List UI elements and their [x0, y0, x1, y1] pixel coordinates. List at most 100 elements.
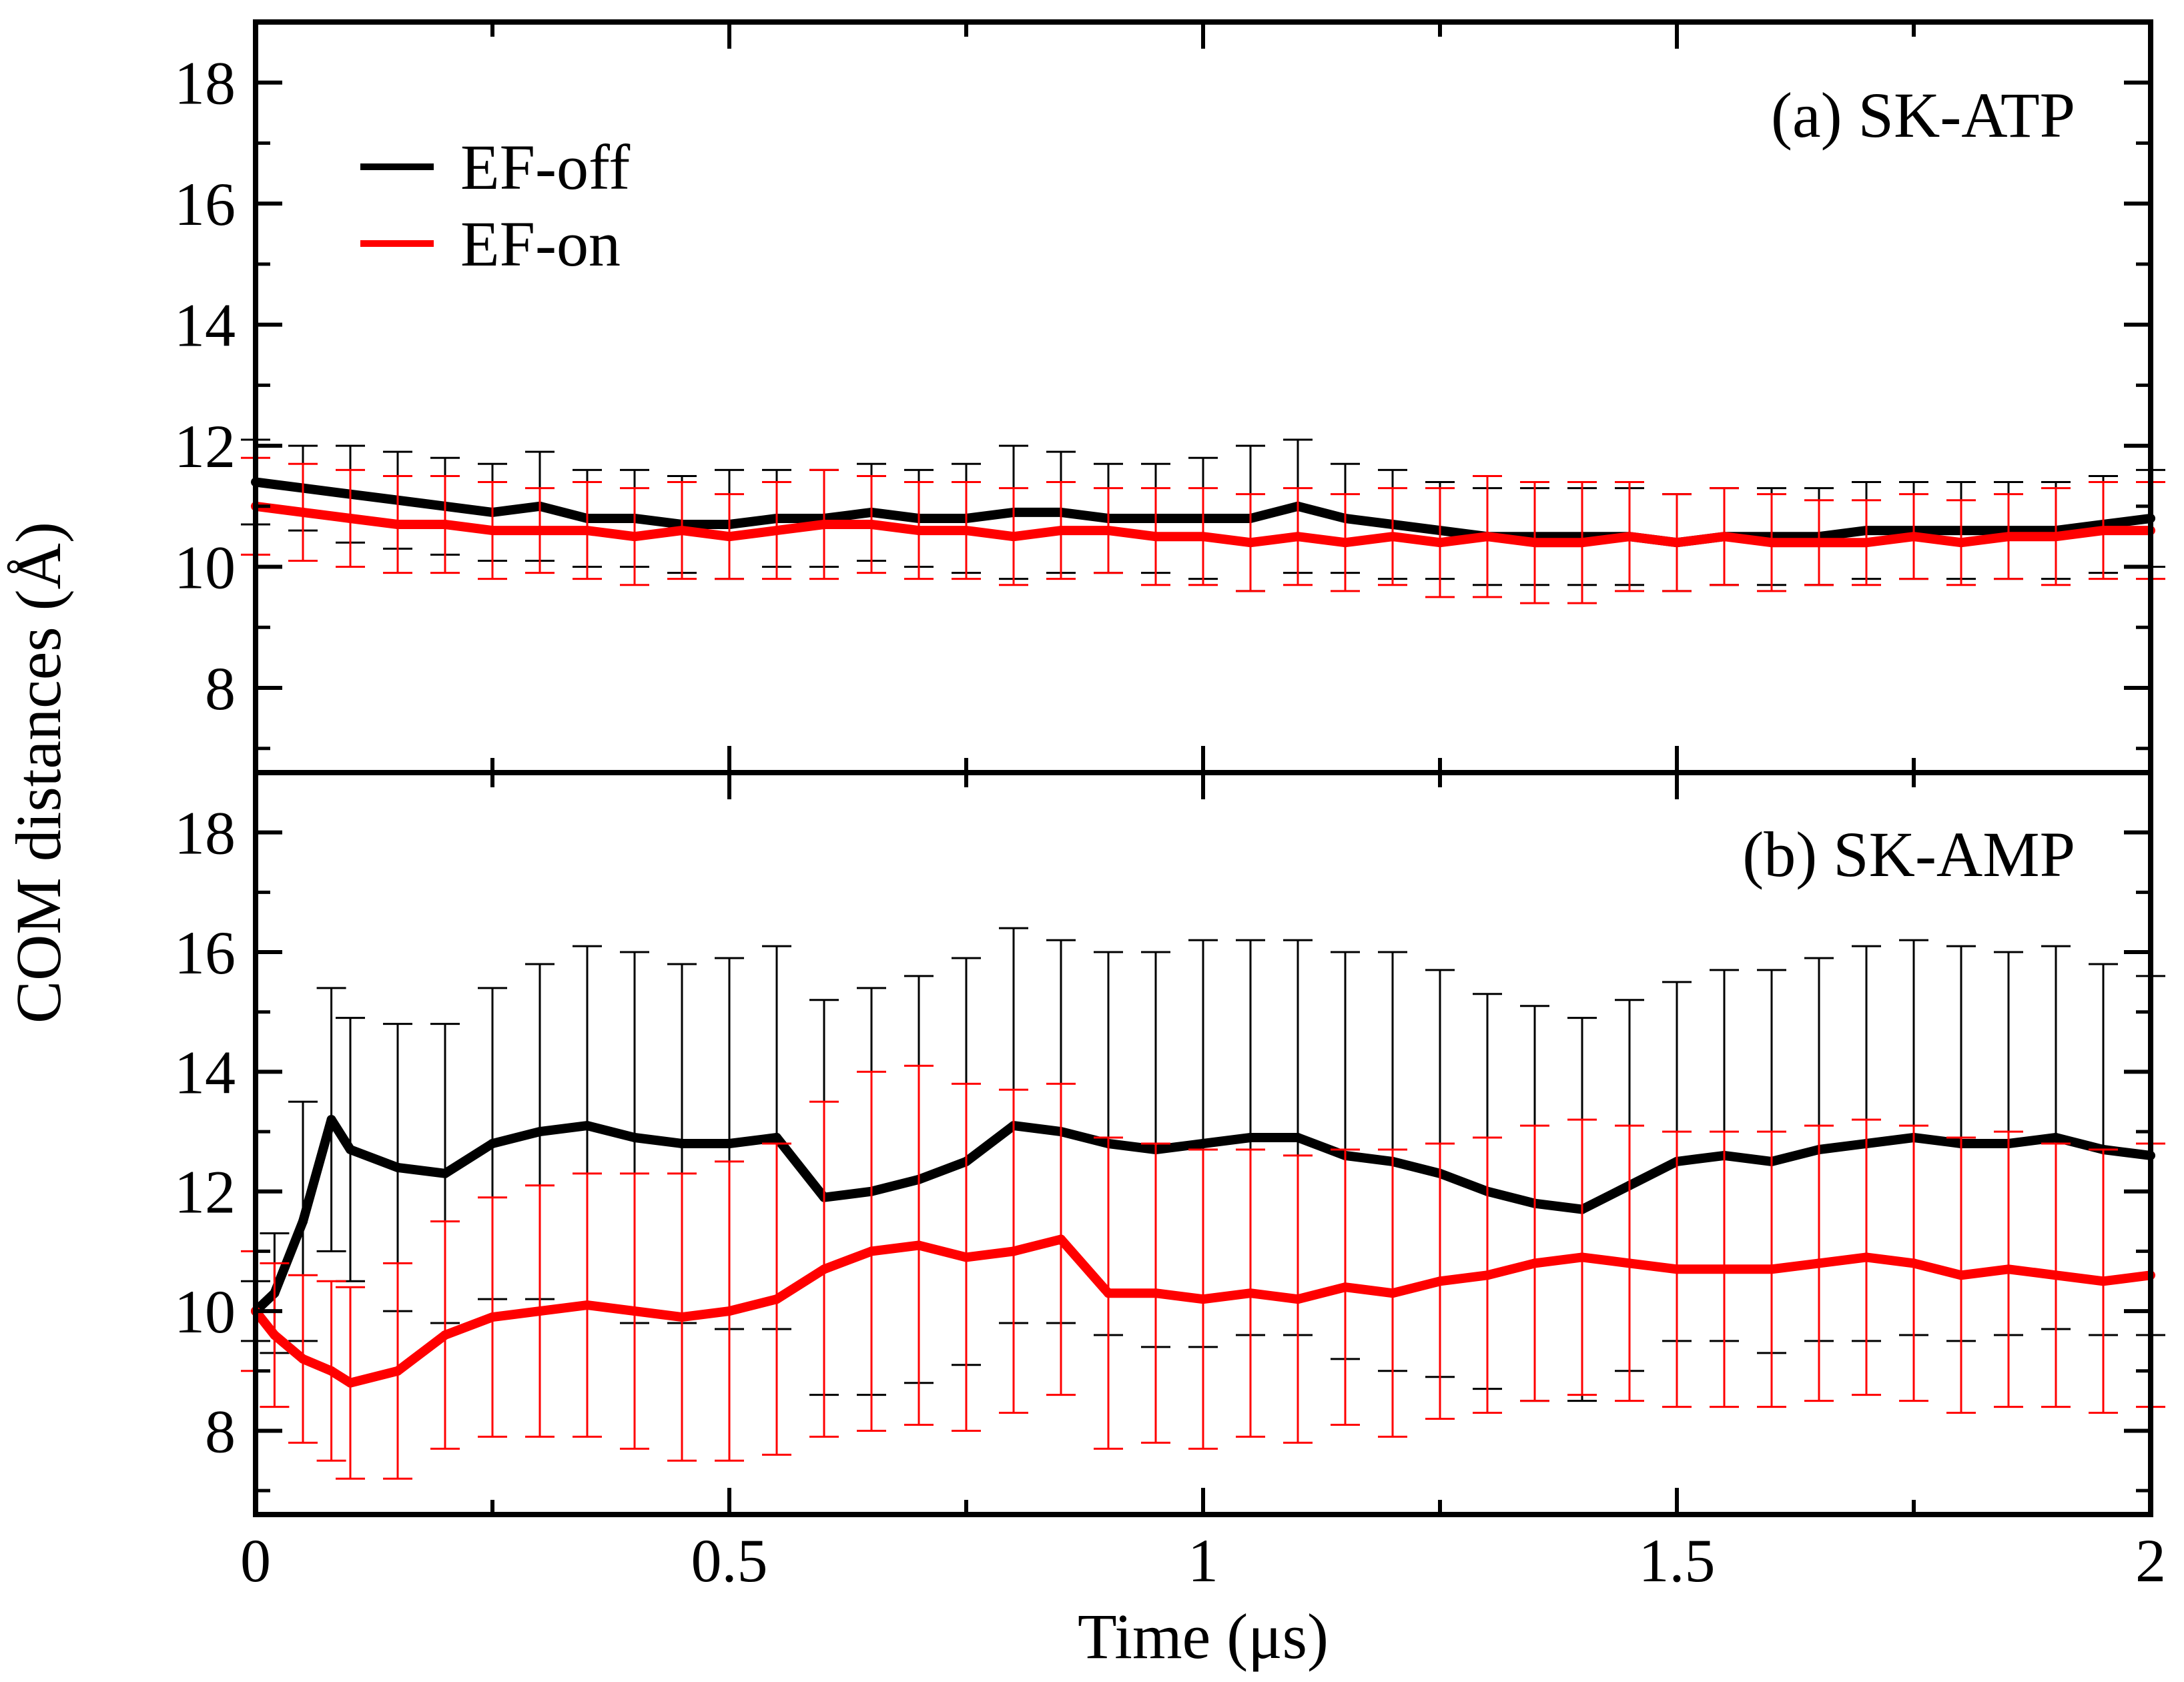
- panel-b-ytick-label-14: 14: [174, 1038, 236, 1106]
- x-axis-label: Time (μs): [1078, 1601, 1329, 1672]
- x-tick-label-1.5: 1.5: [1639, 1527, 1716, 1595]
- panel-a-ef-on-point: [298, 507, 308, 517]
- panel-b-ef-on-point: [1151, 1288, 1160, 1298]
- panel-a-ef-on-point: [393, 520, 402, 530]
- panel-a-ytick-label-10: 10: [174, 534, 236, 602]
- panel-b-ef-on-point: [298, 1354, 308, 1364]
- panel-a-ef-on-point: [1483, 532, 1492, 542]
- panel-a-ef-on-point: [867, 520, 876, 530]
- panel-a-ef-on-point: [1767, 538, 1776, 548]
- panel-b-ef-on-point: [1767, 1264, 1776, 1274]
- panel-b-ef-on-point: [2051, 1270, 2061, 1280]
- panel-a: 8 10 12 14 16 18 (a) SK-ATP EF-off EF-on: [174, 19, 2165, 775]
- panel-a-ef-on-point: [914, 526, 924, 536]
- panel-b-ef-on-point: [1956, 1270, 1966, 1280]
- panel-a-ef-on-point: [346, 513, 355, 523]
- panel-b-ef-on-point: [1862, 1252, 1871, 1262]
- panel-a-ef-on-point: [535, 526, 544, 536]
- panel-a-ef-on-point: [1246, 538, 1255, 548]
- panel-b-ef-off-point: [488, 1139, 497, 1148]
- panel-b-ef-on-point: [1009, 1246, 1018, 1256]
- panel-b-ef-off-point: [630, 1133, 639, 1143]
- panel-a-ef-on-point: [1151, 532, 1160, 542]
- panel-a-ef-on-point: [2051, 532, 2061, 542]
- panel-b-ef-off-point: [2051, 1133, 2061, 1143]
- panel-b-ef-on-group: [241, 1064, 2165, 1480]
- panel-a-ytick-label-8: 8: [205, 655, 236, 723]
- x-tick-label-0: 0: [240, 1527, 271, 1595]
- panel-a-ytick-label-12: 12: [174, 412, 236, 480]
- panel-a-ef-on-point: [1530, 538, 1539, 548]
- panel-b-ef-off-point: [298, 1216, 308, 1226]
- panel-b-ef-off-point: [326, 1115, 336, 1125]
- panel-b-label: (b) SK-AMP: [1742, 819, 2075, 890]
- panel-b-ef-on-point: [1104, 1288, 1113, 1298]
- panel-b-ef-on-point: [1388, 1288, 1397, 1298]
- panel-b-ef-on-point: [1720, 1264, 1729, 1274]
- panel-b-ef-on-point: [2004, 1264, 2013, 1274]
- panel-b-ef-on-point: [1435, 1276, 1445, 1286]
- panel-b-ef-on-point: [1814, 1258, 1824, 1268]
- panel-b-ef-on-point: [1625, 1258, 1634, 1268]
- y-axis-label: COM distances (Å): [3, 522, 74, 1023]
- panel-b-ef-off-point: [583, 1121, 592, 1131]
- panel-b-ef-on-point: [914, 1240, 924, 1250]
- panel-a-ytick-label-18: 18: [174, 49, 236, 117]
- panel-a-ef-on-point: [1862, 538, 1871, 548]
- legend: EF-off EF-on: [360, 131, 630, 280]
- panel-a-ef-on-point: [1577, 538, 1587, 548]
- panel-b-ef-on-point: [440, 1330, 450, 1340]
- panel-a-ef-on-point: [1909, 532, 1918, 542]
- panel-a-ef-on-point: [440, 520, 450, 530]
- panel-a-ef-on-point: [2099, 526, 2108, 536]
- panel-b-ef-on-point: [326, 1366, 336, 1376]
- panel-b-ef-off-point: [677, 1139, 687, 1148]
- x-axis-ticks: 0 0.5 1 1.5 2: [240, 1527, 2166, 1595]
- panel-b-ytick-label-18: 18: [174, 799, 236, 867]
- panel-b-ef-on-point: [270, 1330, 280, 1340]
- panel-a-ef-on-point: [1104, 526, 1113, 536]
- panel-b-ef-on-point: [725, 1306, 734, 1316]
- panel-b-ef-off-point: [393, 1162, 402, 1172]
- panel-b-ef-on-point: [1530, 1258, 1539, 1268]
- panel-a-ef-on-point: [1672, 538, 1682, 548]
- panel-b-ef-off-point: [1246, 1133, 1255, 1143]
- panel-b-ef-on-point: [535, 1306, 544, 1316]
- panel-b-ef-on-point: [867, 1246, 876, 1256]
- panel-a-ef-on-point: [1293, 532, 1303, 542]
- panel-b-ef-off-point: [1198, 1139, 1208, 1148]
- panel-a-ticks: 8 10 12 14 16 18: [174, 20, 2153, 773]
- panel-b-series: [241, 927, 2165, 1480]
- legend-label-ef-on: EF-on: [460, 208, 621, 280]
- panel-b-ef-on-point: [1909, 1258, 1918, 1268]
- panel-b-ef-on-point: [630, 1306, 639, 1316]
- panel-b-ytick-label-10: 10: [174, 1278, 236, 1346]
- panel-b-ef-on-point: [1293, 1294, 1303, 1304]
- panel-a-ef-on-point: [725, 532, 734, 542]
- panel-b-ef-on-point: [1198, 1294, 1208, 1304]
- panel-b-ef-on-point: [2099, 1276, 2108, 1286]
- x-tick-label-2: 2: [2135, 1527, 2166, 1595]
- panel-b-ef-on-point: [1483, 1270, 1492, 1280]
- panel-b-ef-on-point: [1672, 1264, 1682, 1274]
- panel-b-ef-on-point: [1341, 1282, 1350, 1292]
- panel-a-ef-on-point: [1056, 526, 1066, 536]
- panel-b-ticks: 8 10 12 14 16 18: [174, 771, 2153, 1515]
- panel-b-ef-on-point: [677, 1312, 687, 1322]
- panel-a-ef-on-point: [772, 526, 781, 536]
- panel-a-ytick-label-14: 14: [174, 292, 236, 360]
- panel-a-ef-on-point: [2004, 532, 2013, 542]
- legend-label-ef-off: EF-off: [460, 131, 630, 203]
- panel-a-ef-on-point: [677, 526, 687, 536]
- panel-b-ef-off-point: [772, 1133, 781, 1143]
- panel-b-ef-on-point: [819, 1264, 829, 1274]
- panel-b-ef-off-point: [440, 1168, 450, 1178]
- panel-b-ef-off-point: [725, 1139, 734, 1148]
- panel-a-ef-on-point: [630, 532, 639, 542]
- panel-b-ef-on-point: [772, 1294, 781, 1304]
- panel-a-label: (a) SK-ATP: [1771, 79, 2075, 151]
- x-tick-label-0.5: 0.5: [691, 1527, 768, 1595]
- panel-a-ef-on-point: [1956, 538, 1966, 548]
- panel-b: 8 10 12 14 16 18 (b) SK-AMP: [174, 770, 2165, 1517]
- panel-a-series: [241, 438, 2165, 604]
